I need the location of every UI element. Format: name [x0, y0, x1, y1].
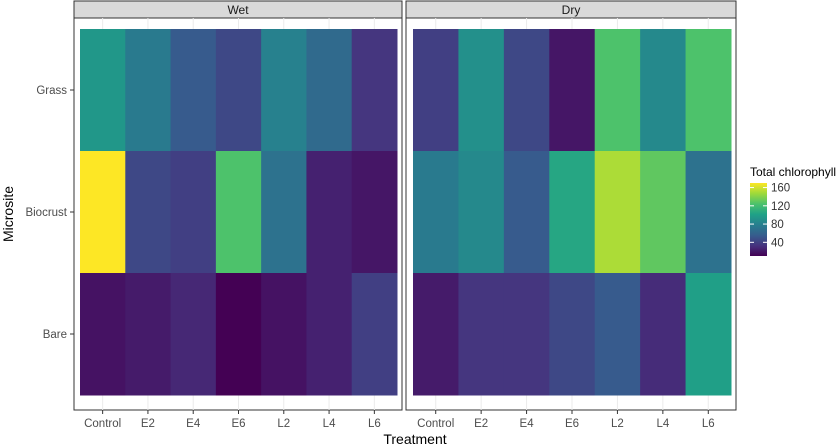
heatmap-cell-dry-biocrust-l4	[640, 151, 687, 274]
x-tick-label: E2	[474, 418, 488, 430]
heatmap-cell-dry-biocrust-e4	[503, 151, 550, 274]
x-tick-label: L6	[368, 418, 381, 430]
heatmap-cell-wet-grass-e4	[170, 29, 217, 152]
strip-label-dry: Dry	[562, 3, 581, 17]
legend-tick-label: 120	[771, 201, 790, 213]
legend-tick-label: 40	[771, 237, 784, 249]
heatmap-cell-wet-biocrust-control	[80, 151, 126, 274]
heatmap-cell-dry-grass-l6	[685, 29, 732, 152]
legend-ticks: 160 120 80 40	[750, 183, 790, 249]
x-tick-label: E6	[565, 418, 579, 430]
heatmap-cell-dry-grass-e2	[458, 29, 505, 152]
heatmap-cell-dry-biocrust-l2	[594, 151, 641, 274]
heatmap-cell-wet-biocrust-e6	[215, 151, 262, 274]
heatmap-cell-wet-bare-l4	[306, 273, 353, 396]
facet-panel-wet: Wet	[73, 0, 403, 411]
heatmap-cell-dry-grass-e4	[503, 29, 550, 152]
legend: Total chlorophyll 160 120 80 40	[750, 165, 836, 256]
heatmap-cell-wet-biocrust-l6	[351, 151, 398, 274]
x-tick-label: Control	[84, 418, 121, 430]
x-tick-label: L2	[611, 418, 624, 430]
heatmap-cell-wet-bare-l2	[261, 273, 307, 396]
heatmap-cell-dry-bare-e2	[458, 273, 505, 396]
heatmap-cell-dry-biocrust-control	[413, 151, 459, 274]
heatmap-cell-wet-bare-e6	[215, 273, 262, 396]
x-tick-label: L6	[702, 418, 715, 430]
heatmap-cell-wet-bare-e2	[125, 273, 172, 396]
x-tick-label: L2	[277, 418, 290, 430]
heatmap-cell-wet-bare-control	[80, 273, 126, 396]
legend-colorbar	[750, 183, 767, 256]
heatmap-cell-dry-biocrust-e2	[458, 151, 505, 274]
x-tick-label: E6	[231, 418, 245, 430]
heatmap-cell-wet-bare-l6	[351, 273, 398, 396]
facet-panel-dry: Dry	[405, 0, 737, 411]
heatmap-cell-dry-biocrust-l6	[685, 151, 732, 274]
x-tick-label: L4	[656, 418, 669, 430]
heatmap-cells-wet	[80, 18, 398, 410]
heatmap-cell-wet-grass-e2	[125, 29, 172, 152]
x-tick-label: E4	[186, 418, 201, 430]
heatmap-cell-wet-bare-e4	[170, 273, 217, 396]
heatmap-cell-wet-biocrust-l4	[306, 151, 353, 274]
x-tick-label: Control	[417, 418, 454, 430]
heatmap-cell-dry-grass-e6	[549, 29, 596, 152]
heatmap-cell-dry-grass-l4	[640, 29, 687, 152]
x-tick-label: L4	[323, 418, 336, 430]
y-tick-label: Grass	[36, 85, 67, 97]
heatmap-cell-dry-bare-l6	[685, 273, 732, 396]
heatmap-cell-dry-grass-l2	[594, 29, 641, 152]
heatmap-cell-dry-grass-control	[413, 29, 459, 152]
heatmap-cell-dry-bare-l2	[594, 273, 641, 396]
heatmap-cell-dry-bare-e4	[503, 273, 550, 396]
heatmap-cell-dry-biocrust-e6	[549, 151, 596, 274]
y-axis: Grass Biocrust Bare	[25, 85, 74, 341]
heatmap-cell-wet-biocrust-e4	[170, 151, 217, 274]
heatmap-cell-wet-grass-l2	[261, 29, 307, 152]
legend-tick-label: 80	[771, 219, 784, 231]
y-tick-label: Biocrust	[25, 207, 67, 219]
y-axis-title: Microsite	[0, 186, 16, 242]
y-tick-label: Bare	[43, 329, 67, 341]
x-axis: Control E2 E4 E6 L2 L4 L6 Control E2 E4 E6 L2 L4 L6	[84, 410, 715, 430]
x-axis-title: Treatment	[383, 431, 446, 447]
heatmap-cell-dry-bare-e6	[549, 273, 596, 396]
heatmap-cell-wet-grass-e6	[215, 29, 262, 152]
x-tick-label: E4	[520, 418, 535, 430]
heatmap-cell-wet-grass-control	[80, 29, 126, 152]
x-tick-label: E2	[141, 418, 155, 430]
heatmap-cell-wet-biocrust-e2	[125, 151, 172, 274]
heatmap-cell-wet-grass-l6	[351, 29, 398, 152]
heatmap-cell-dry-bare-control	[413, 273, 459, 396]
strip-label-wet: Wet	[227, 3, 249, 17]
heatmap-cell-wet-biocrust-l2	[261, 151, 307, 274]
heatmap-cells-dry	[413, 18, 732, 410]
heatmap-cell-dry-bare-l4	[640, 273, 687, 396]
legend-title: Total chlorophyll	[750, 165, 836, 179]
legend-tick-label: 160	[771, 183, 790, 195]
heatmap-cell-wet-grass-l4	[306, 29, 353, 152]
